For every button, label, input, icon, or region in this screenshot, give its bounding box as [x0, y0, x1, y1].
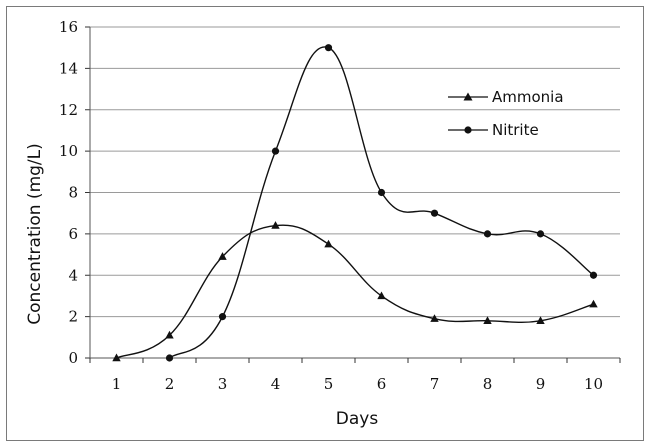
data-point-ammonia — [112, 353, 121, 362]
y-axis-title: Concentration (mg/L) — [25, 143, 45, 324]
series-group — [112, 44, 598, 362]
x-tick-label: 1 — [112, 375, 122, 393]
series-line-nitrite — [169, 46, 594, 359]
data-point-nitrite — [430, 209, 439, 217]
y-tick-label: 4 — [68, 266, 78, 284]
data-point-nitrite — [377, 188, 386, 197]
data-point-nitrite — [324, 44, 333, 52]
legend-item-ammonia: Ammonia — [448, 88, 564, 106]
data-point-ammonia — [430, 314, 439, 322]
y-tick-label: 8 — [68, 184, 78, 202]
chart-frame — [6, 6, 644, 441]
data-point-ammonia — [536, 316, 545, 324]
x-tick-label: 3 — [218, 375, 228, 393]
y-tick-label: 16 — [59, 18, 78, 36]
axes — [85, 26, 621, 363]
data-point-nitrite — [218, 313, 227, 321]
legend-marker-nitrite — [464, 126, 472, 134]
data-point-ammonia — [165, 330, 174, 339]
legend-label-ammonia: Ammonia — [492, 88, 564, 106]
y-tick-label: 10 — [59, 142, 78, 160]
legend-label-nitrite: Nitrite — [492, 121, 539, 139]
x-tick-label: 5 — [324, 375, 334, 393]
data-point-nitrite — [165, 354, 174, 362]
y-tick-label: 0 — [68, 349, 78, 367]
x-tick-label: 2 — [165, 375, 175, 393]
x-tick-label: 8 — [483, 375, 493, 393]
legend-marker-ammonia — [463, 92, 473, 101]
data-point-ammonia — [218, 252, 227, 260]
x-tick-label: 6 — [377, 375, 387, 393]
x-tick-label: 4 — [271, 375, 281, 393]
legend: Ammonia Nitrite — [448, 88, 564, 139]
legend-item-nitrite: Nitrite — [448, 121, 539, 139]
series-line-ammonia — [116, 224, 594, 359]
y-tick-label: 12 — [59, 101, 78, 119]
x-tick-labels: 1 2 3 4 5 6 7 8 9 10 — [112, 375, 603, 393]
data-point-nitrite — [271, 147, 280, 155]
data-point-ammonia — [377, 291, 386, 300]
y-tick-label: 2 — [68, 308, 78, 326]
data-point-nitrite — [536, 230, 545, 238]
y-tick-label: 6 — [68, 225, 78, 243]
data-point-ammonia — [483, 316, 492, 324]
data-point-ammonia — [324, 239, 333, 248]
x-tick-label: 9 — [536, 375, 546, 393]
data-point-nitrite — [483, 230, 492, 238]
data-point-ammonia — [271, 221, 280, 229]
grid-lines — [90, 26, 620, 318]
x-axis-title: Days — [336, 409, 379, 429]
x-tick-label: 7 — [430, 375, 440, 393]
x-tick-label: 10 — [584, 375, 603, 393]
data-point-nitrite — [589, 271, 598, 279]
data-point-ammonia — [589, 299, 598, 308]
y-tick-labels: 0 2 4 6 8 10 12 14 16 — [59, 18, 78, 367]
y-tick-label: 14 — [59, 59, 78, 77]
